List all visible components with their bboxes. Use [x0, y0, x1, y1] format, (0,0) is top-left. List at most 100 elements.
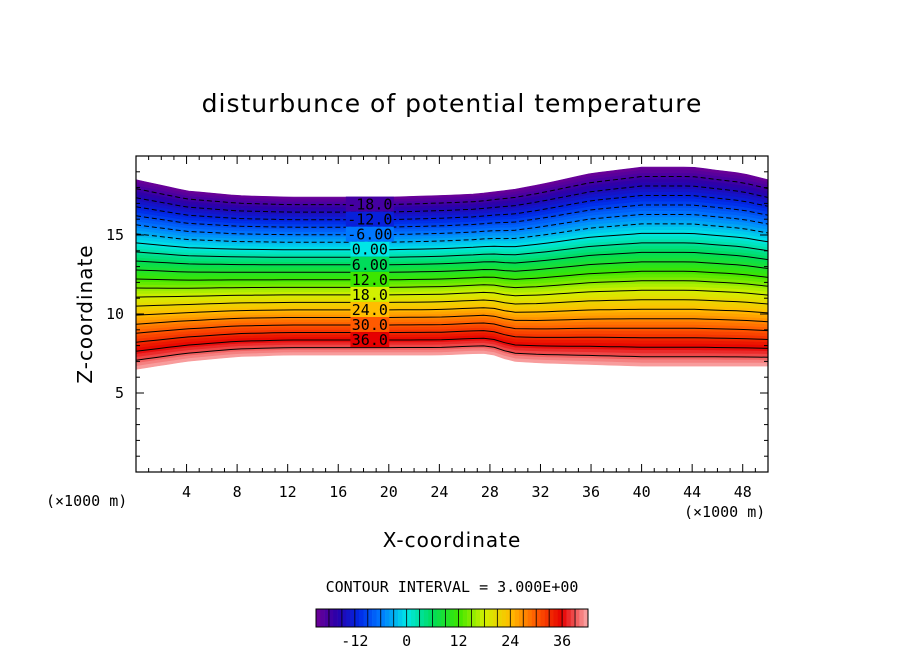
colorbar-cell [359, 609, 364, 627]
contour-label: 12.0 [352, 271, 388, 289]
contour-line [136, 195, 768, 221]
contour-line [136, 185, 768, 213]
colorbar-tick-label: 36 [553, 632, 571, 650]
x-tick-label: 28 [481, 483, 499, 501]
colorbar-cell [544, 609, 550, 627]
colorbar-cell [410, 609, 416, 627]
colorbar-cell [346, 609, 351, 627]
colorbar-tick-label: 12 [449, 632, 467, 650]
colorbar-cell [393, 609, 399, 627]
colorbar-cell [531, 609, 537, 627]
field-band [136, 350, 768, 370]
colorbar-cell [320, 609, 325, 627]
colorbar-cell [419, 609, 425, 627]
y-tick-label: 5 [115, 384, 124, 402]
colorbar-cell [350, 609, 356, 627]
x-axis-ticks: 4 8 12 16 20 24 28 32 36 40 44 48 [148, 156, 756, 501]
colorbar-cell [553, 609, 559, 627]
contour-line [136, 345, 768, 361]
colorbar-cell [570, 609, 576, 627]
contour-line [136, 242, 768, 258]
contour-line [136, 176, 768, 206]
colorbar-cell [445, 609, 451, 627]
colorbar-cell [398, 609, 403, 627]
colorbar-cell [475, 609, 481, 627]
colorbar-cell [333, 609, 338, 627]
contour-line [136, 251, 768, 266]
colorbar-cell [583, 609, 589, 627]
contour-line [136, 289, 768, 298]
contour-line [136, 270, 768, 281]
colorbar-ticks: -12 0 12 24 36 [341, 632, 571, 650]
colorbar-cell [501, 609, 507, 627]
colorbar-cell [406, 609, 412, 627]
y-axis-label: Z-coordinate [73, 244, 97, 383]
colorbar-cell [484, 609, 489, 627]
contour-line [136, 314, 768, 325]
colorbar-cell [566, 609, 572, 627]
x-unit-left: (×1000 m) [46, 492, 127, 510]
contour-label-bg [350, 271, 390, 287]
contour-line [136, 261, 768, 273]
contour-label: 36.0 [352, 331, 388, 349]
colorbar-cell [549, 609, 554, 627]
y-axis-ticks: 5 10 15 [106, 171, 768, 457]
x-tick-label: 24 [430, 483, 448, 501]
colorbar-cell [454, 609, 459, 627]
colorbar-cell [436, 609, 442, 627]
contour-label-bg [350, 241, 390, 257]
x-tick-label: 8 [233, 483, 242, 501]
colorbar-cell [562, 609, 567, 627]
colorbar-cell [458, 609, 464, 627]
colorbar-cell [415, 609, 420, 627]
colorbar-cell [579, 609, 584, 627]
x-tick-label: 40 [633, 483, 651, 501]
colorbar-cell [385, 609, 390, 627]
colorbar-cell [363, 609, 369, 627]
contour-line [136, 204, 768, 228]
x-tick-label: 4 [182, 483, 191, 501]
contour-line [136, 322, 768, 334]
x-tick-label: 44 [683, 483, 701, 501]
x-tick-label: 16 [329, 483, 347, 501]
chart-title: disturbunce of potential temperature [202, 89, 703, 118]
contour-line [136, 280, 768, 289]
colorbar-cell [380, 609, 386, 627]
colorbar-frame [315, 608, 589, 628]
contour-label-bg [345, 211, 394, 227]
x-tick-label: 20 [380, 483, 398, 501]
colorbar-cell [367, 609, 373, 627]
contour-label: -6.00 [347, 226, 392, 244]
contour-label: 18.0 [352, 286, 388, 304]
colorbar-tick-label: -12 [341, 632, 368, 650]
contour-label-bg [350, 332, 390, 348]
contour-line [136, 232, 768, 251]
x-axis-label: X-coordinate [383, 528, 522, 552]
colorbar-tick-label: 24 [501, 632, 519, 650]
contour-label: -18.0 [347, 196, 392, 214]
colorbar-cell [462, 609, 468, 627]
colorbar-cell [467, 609, 472, 627]
contour-labels: -18.0-12.0-6.000.006.0012.018.024.030.03… [345, 196, 394, 349]
colorbar-cell [480, 609, 485, 627]
colorbar-cell [328, 609, 334, 627]
colorbar-cell [316, 609, 321, 627]
x-tick-label: 48 [734, 483, 752, 501]
colorbar-cell [376, 609, 382, 627]
colorbar-cell [527, 609, 533, 627]
colorbar-cell [423, 609, 429, 627]
colorbar-cell [523, 609, 528, 627]
colorbar-cell [324, 609, 330, 627]
colorbar-cell [493, 609, 498, 627]
y-tick-label: 10 [106, 305, 124, 323]
contour-line [136, 337, 768, 352]
contour-line [136, 214, 768, 236]
contour-label-bg [350, 301, 390, 317]
colorbar-cell [372, 609, 377, 627]
contour-line [136, 307, 768, 316]
colorbar-cell [505, 609, 511, 627]
colorbar-cell [488, 609, 494, 627]
contour-label: 6.00 [352, 256, 388, 274]
colorbar-cell [441, 609, 446, 627]
